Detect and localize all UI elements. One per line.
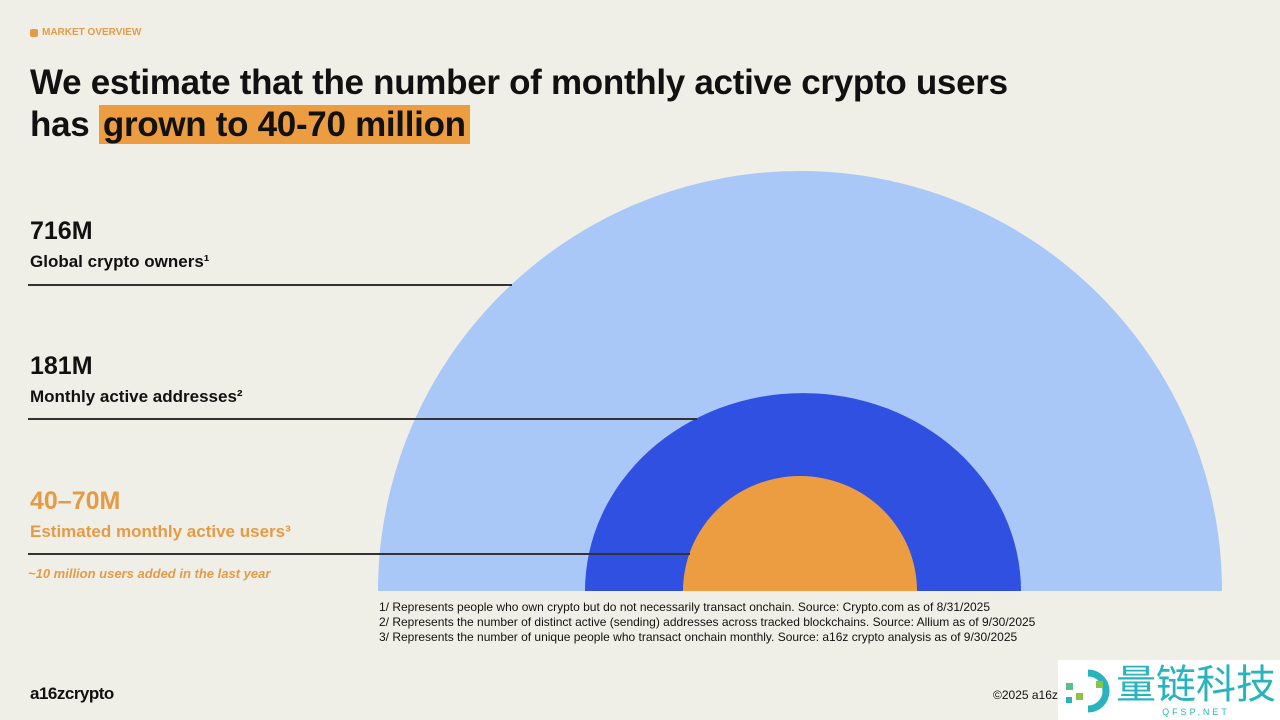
tier-value-owners: 716M [30,217,93,245]
growth-note: ~10 million users added in the last year [28,566,271,581]
tier-label-addresses: Monthly active addresses² [30,387,243,406]
footnotes: 1/ Represents people who own crypto but … [379,600,1035,645]
title-prefix: has [30,105,90,144]
tier-value-addresses: 181M [30,352,93,380]
a16zcrypto-logo: a16zcrypto [30,684,114,703]
section-dot-icon [30,28,38,37]
watermark-en: QFSP.NET [1162,707,1230,717]
watermark-cn: 量链科技 [1116,662,1276,708]
footnote-2: 2/ Represents the number of distinct act… [379,615,1036,629]
watermark: 量链科技 QFSP.NET [1058,660,1280,720]
copyright: ©2025 a16z [993,688,1058,702]
tier-label-users: Estimated monthly active users³ [30,522,291,541]
semicircle-global-owners [378,171,1222,591]
tier-label-owners: Global crypto owners¹ [30,252,210,271]
footnote-3: 3/ Represents the number of unique peopl… [379,630,1018,644]
leader-line-users [28,553,690,555]
page-title: We estimate that the number of monthly a… [30,62,1008,146]
footnote-1: 1/ Represents people who own crypto but … [379,600,991,614]
semicircle-active-users [683,476,917,591]
title-highlight: grown to 40-70 million [98,105,470,144]
leader-line-addresses [28,418,697,420]
title-line-1: We estimate that the number of monthly a… [30,63,1008,102]
watermark-logo-icon [1066,669,1110,713]
leader-line-owners [28,284,512,286]
tier-value-users: 40–70M [30,487,121,515]
section-label-text: MARKET OVERVIEW [42,27,142,38]
section-label: MARKET OVERVIEW [30,27,141,38]
